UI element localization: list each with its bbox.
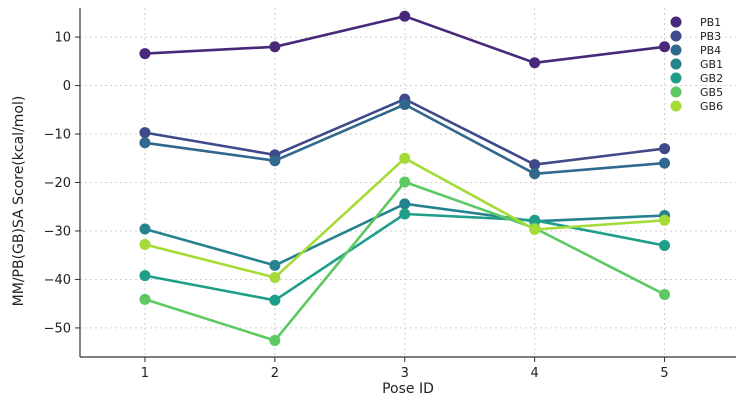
data-point-pb4 <box>659 157 671 169</box>
data-point-gb5 <box>399 176 411 188</box>
x-tick-label: 4 <box>531 366 539 381</box>
data-point-gb1 <box>139 223 151 235</box>
data-point-gb5 <box>269 335 281 347</box>
data-point-pb1 <box>139 48 151 60</box>
legend-label-gb1: GB1 <box>700 58 723 71</box>
series-pb4 <box>139 98 671 180</box>
data-point-gb1 <box>269 259 281 271</box>
data-point-pb1 <box>659 41 671 53</box>
legend-marker-gb2 <box>670 72 682 84</box>
x-tick-label: 5 <box>660 366 668 381</box>
data-point-gb2 <box>399 208 411 220</box>
legend-label-gb5: GB5 <box>700 86 723 99</box>
legend-label-gb6: GB6 <box>700 100 723 113</box>
legend-label-gb2: GB2 <box>700 72 723 85</box>
y-tick-label: −40 <box>44 273 71 288</box>
legend-marker-pb3 <box>670 30 682 42</box>
y-axis-label: MM/PB(GB)SA Score(kcal/mol) <box>11 96 27 307</box>
x-axis-label: Pose ID <box>382 381 434 397</box>
legend-marker-gb5 <box>670 86 682 98</box>
series-gb2 <box>139 208 671 306</box>
y-tick-label: −10 <box>44 128 71 143</box>
data-point-gb2 <box>269 294 281 306</box>
series-pb1 <box>139 10 671 69</box>
data-point-pb3 <box>139 127 151 139</box>
data-point-gb2 <box>659 240 671 252</box>
series-layer <box>139 10 671 347</box>
data-point-gb6 <box>399 152 411 164</box>
y-tick-label: −20 <box>44 176 71 191</box>
legend-marker-pb4 <box>670 44 682 56</box>
data-point-gb1 <box>399 198 411 210</box>
legend-label-pb4: PB4 <box>700 44 721 57</box>
legend-label-pb1: PB1 <box>700 16 721 29</box>
data-point-gb5 <box>659 288 671 300</box>
data-point-pb4 <box>399 98 411 110</box>
data-point-gb6 <box>139 239 151 251</box>
series-gb6 <box>139 152 671 284</box>
data-point-gb6 <box>659 214 671 226</box>
data-point-pb4 <box>269 155 281 167</box>
data-point-pb1 <box>399 10 411 22</box>
data-point-pb1 <box>269 41 281 53</box>
data-point-gb6 <box>529 224 541 236</box>
x-tick-label: 2 <box>271 366 279 381</box>
y-tick-label: −30 <box>44 224 71 239</box>
data-point-gb6 <box>269 272 281 284</box>
y-tick-label: 10 <box>54 31 71 46</box>
legend-marker-gb6 <box>670 100 682 112</box>
data-point-gb2 <box>529 214 541 226</box>
data-point-pb4 <box>139 137 151 149</box>
x-tick-label: 3 <box>401 366 409 381</box>
axes-layer: 1 2 3 4 5 10 0 −10 −20 −30 −40 −50 <box>44 8 736 381</box>
y-tick-label: −50 <box>44 321 71 336</box>
data-point-pb3 <box>659 143 671 155</box>
data-point-pb1 <box>529 57 541 69</box>
data-point-gb2 <box>139 270 151 282</box>
data-point-pb4 <box>529 168 541 180</box>
legend-marker-pb1 <box>670 16 682 28</box>
legend-label-pb3: PB3 <box>700 30 721 43</box>
data-point-pb3 <box>529 159 541 171</box>
legend-marker-gb1 <box>670 58 682 70</box>
x-tick-label: 1 <box>141 366 149 381</box>
y-tick-label: 0 <box>63 79 71 94</box>
data-point-gb5 <box>139 293 151 305</box>
